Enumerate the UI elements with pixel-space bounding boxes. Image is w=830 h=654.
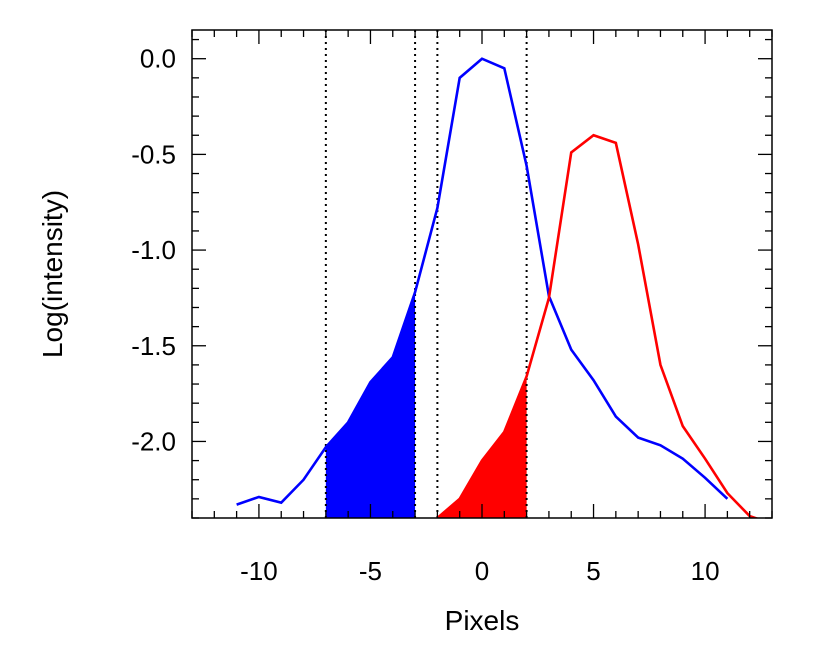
x-tick-label: 0 [475, 556, 489, 586]
y-tick-label: -0.5 [131, 139, 176, 169]
y-tick-label: -1.0 [131, 235, 176, 265]
series-1-line [436, 133, 760, 518]
series-0-line [236, 57, 729, 506]
x-axis-title: Pixels [445, 605, 520, 636]
x-tick-label: -5 [359, 556, 382, 586]
plot-frame [191, 29, 773, 519]
tick-labels-layer: -10 -5 0 5 10 0.0 -0.5 -1.0 -1.5 -2.0 [131, 44, 719, 586]
y-tick-label: -2.0 [131, 426, 176, 456]
ticks-layer [191, 30, 773, 519]
y-tick-label: 0.0 [140, 44, 176, 74]
x-tick-label: -10 [240, 556, 278, 586]
fills-layer [325, 292, 527, 518]
y-axis-title: Log(intensity) [37, 190, 68, 358]
series-1-shaded-area [437, 376, 527, 518]
series-0-shaded-area [325, 292, 416, 518]
y-tick-label: -1.5 [131, 331, 176, 361]
x-tick-label: 5 [586, 556, 600, 586]
x-tick-label: 10 [691, 556, 720, 586]
series-layer [236, 57, 760, 518]
